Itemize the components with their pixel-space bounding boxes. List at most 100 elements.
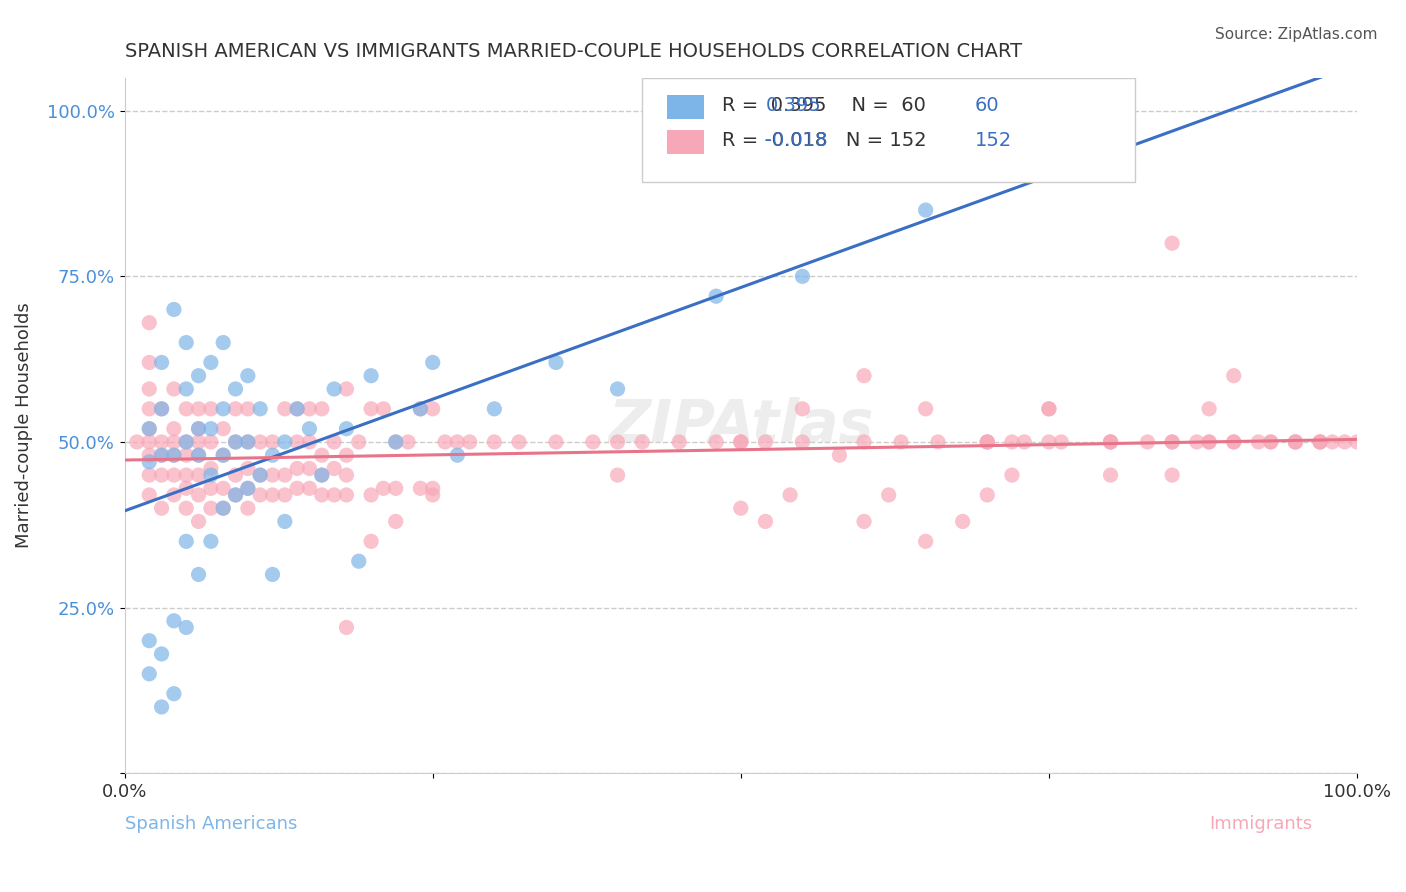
Point [225,434,247,449]
Point [422,481,444,495]
Point [409,401,432,416]
Point [150,647,173,661]
Point [754,434,776,449]
Point [1001,468,1024,483]
Point [311,468,333,483]
Point [1222,434,1244,449]
Point [138,468,160,483]
Point [347,434,370,449]
Point [262,434,284,449]
Point [1198,401,1220,416]
Point [285,481,308,495]
Point [285,434,308,449]
Point [236,434,259,449]
Point [544,434,567,449]
Point [792,401,814,416]
Point [249,488,271,502]
Point [792,269,814,284]
Point [1260,434,1282,449]
Point [212,481,235,495]
Text: 60: 60 [974,96,1000,115]
Point [163,448,186,462]
Point [298,434,321,449]
Point [200,501,222,516]
Point [150,700,173,714]
Point [853,434,876,449]
Point [360,534,382,549]
Point [1284,434,1306,449]
Point [225,434,247,449]
Point [434,434,457,449]
Point [508,434,530,449]
Point [1038,401,1060,416]
Point [1099,468,1122,483]
Point [174,620,197,634]
Point [323,434,346,449]
Point [212,501,235,516]
Point [212,401,235,416]
Text: 0.395: 0.395 [765,96,821,115]
Point [138,422,160,436]
Point [138,401,160,416]
Point [914,401,936,416]
Point [200,401,222,416]
Point [311,448,333,462]
Point [1099,103,1122,118]
Point [150,448,173,462]
Point [225,382,247,396]
Point [200,355,222,369]
Point [1161,236,1184,251]
Point [631,434,654,449]
Point [1309,434,1331,449]
Point [853,368,876,383]
Point [1284,434,1306,449]
Point [1309,434,1331,449]
Point [1185,434,1208,449]
Point [262,567,284,582]
Point [446,434,468,449]
Point [200,422,222,436]
Point [409,401,432,416]
Point [1161,434,1184,449]
Point [212,422,235,436]
Point [262,448,284,462]
Point [150,401,173,416]
Point [1050,434,1073,449]
Point [298,461,321,475]
Point [976,434,998,449]
Point [174,501,197,516]
Point [952,515,974,529]
Point [138,355,160,369]
Point [335,488,357,502]
Point [792,434,814,449]
Point [138,633,160,648]
Point [335,422,357,436]
Point [1012,434,1035,449]
Point [311,488,333,502]
Point [187,368,209,383]
Point [890,434,912,449]
Point [138,434,160,449]
Point [1099,434,1122,449]
Point [174,481,197,495]
Point [384,434,406,449]
Point [212,448,235,462]
Point [1284,434,1306,449]
Point [249,468,271,483]
Point [1038,434,1060,449]
Point [323,382,346,396]
Point [976,434,998,449]
Text: 152: 152 [974,131,1012,150]
Point [225,488,247,502]
Text: SPANISH AMERICAN VS IMMIGRANTS MARRIED-COUPLE HOUSEHOLDS CORRELATION CHART: SPANISH AMERICAN VS IMMIGRANTS MARRIED-C… [125,42,1022,61]
Point [212,448,235,462]
Point [384,481,406,495]
Point [1222,368,1244,383]
Point [236,481,259,495]
Point [163,488,186,502]
Point [1099,434,1122,449]
Point [323,488,346,502]
Point [360,401,382,416]
Text: R = -0.018   N = 152: R = -0.018 N = 152 [723,131,927,150]
Point [174,434,197,449]
